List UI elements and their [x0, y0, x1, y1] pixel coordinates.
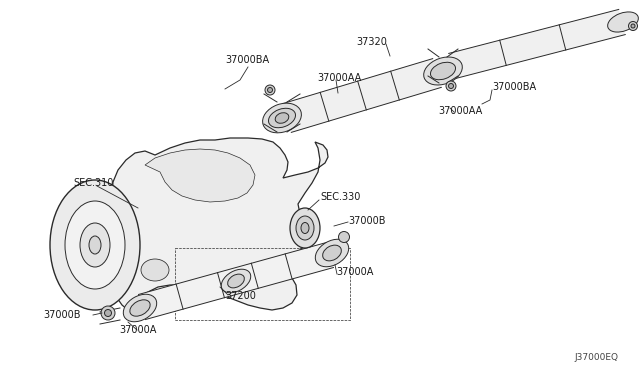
Ellipse shape	[275, 113, 289, 123]
Text: SEC.310: SEC.310	[73, 178, 113, 188]
Ellipse shape	[269, 108, 296, 128]
Circle shape	[104, 310, 111, 317]
Text: 37320: 37320	[356, 37, 387, 47]
Text: SEC.330: SEC.330	[320, 192, 360, 202]
Ellipse shape	[228, 274, 244, 288]
Ellipse shape	[65, 201, 125, 289]
Ellipse shape	[424, 57, 462, 85]
Ellipse shape	[124, 294, 157, 322]
Ellipse shape	[89, 236, 101, 254]
Polygon shape	[112, 138, 328, 310]
Ellipse shape	[323, 245, 341, 261]
Ellipse shape	[141, 259, 169, 281]
Polygon shape	[283, 59, 442, 132]
Text: 37000BA: 37000BA	[492, 82, 536, 92]
Circle shape	[101, 306, 115, 320]
Text: 37000B: 37000B	[348, 216, 385, 226]
Circle shape	[339, 231, 349, 243]
Ellipse shape	[607, 12, 638, 32]
Circle shape	[628, 22, 637, 31]
Ellipse shape	[50, 180, 140, 310]
Text: 37200: 37200	[225, 291, 256, 301]
Ellipse shape	[301, 222, 309, 234]
Ellipse shape	[262, 103, 301, 133]
Circle shape	[631, 24, 635, 28]
Circle shape	[265, 85, 275, 95]
Ellipse shape	[431, 62, 456, 80]
Text: J37000EQ: J37000EQ	[574, 353, 618, 362]
Circle shape	[268, 87, 273, 93]
Ellipse shape	[316, 239, 349, 267]
Circle shape	[446, 81, 456, 91]
Ellipse shape	[80, 223, 110, 267]
Text: 37000AA: 37000AA	[317, 73, 361, 83]
Polygon shape	[145, 149, 255, 202]
Text: 37000BA: 37000BA	[225, 55, 269, 65]
Ellipse shape	[296, 216, 314, 240]
Ellipse shape	[290, 208, 320, 248]
Ellipse shape	[221, 269, 251, 293]
Text: 37000A: 37000A	[336, 267, 373, 277]
Ellipse shape	[130, 300, 150, 316]
Text: 37000AA: 37000AA	[438, 106, 483, 116]
Polygon shape	[138, 243, 333, 320]
Text: 37000B: 37000B	[43, 310, 81, 320]
Text: 37000A: 37000A	[119, 325, 156, 335]
Polygon shape	[449, 9, 625, 78]
Circle shape	[449, 83, 454, 89]
